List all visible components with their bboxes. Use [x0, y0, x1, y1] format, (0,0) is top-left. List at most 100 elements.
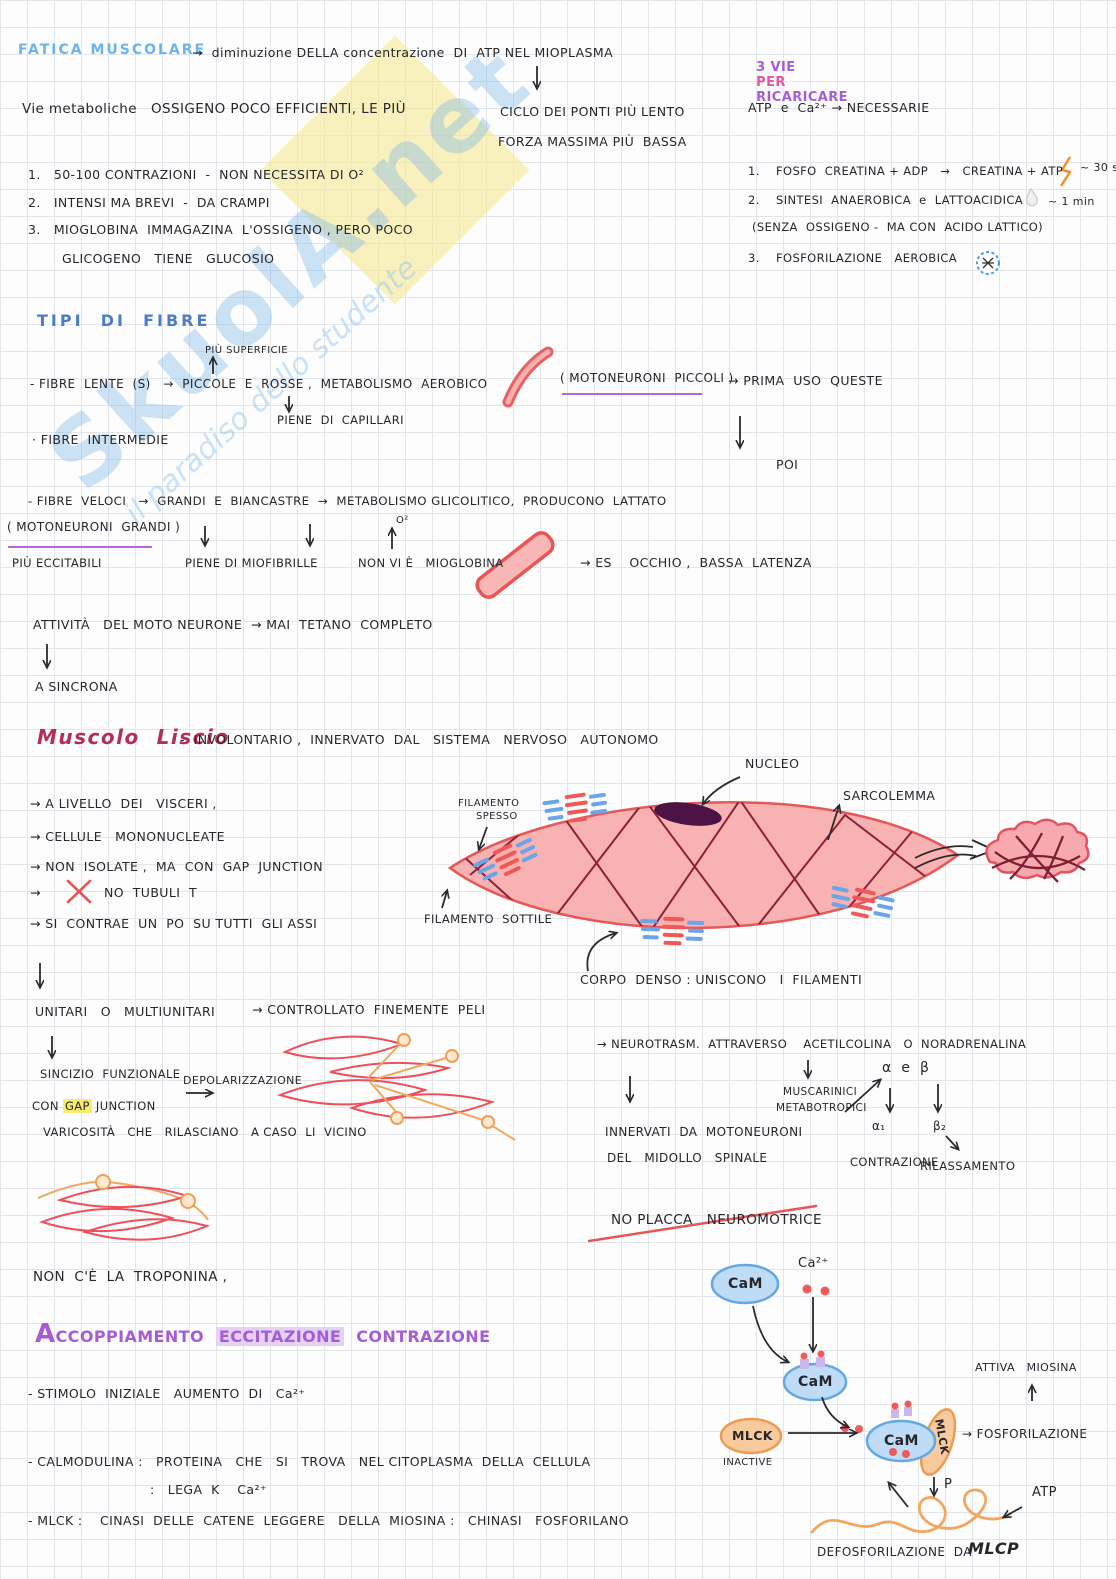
fibre-lente: - FIBRE LENTE (S) → PICCOLE E ROSSE , ME…	[30, 377, 488, 391]
mlck-vertical-label: MLCK	[932, 1417, 952, 1456]
nucleo-label: NUCLEO	[745, 756, 800, 771]
list-item: 1. 50-100 CONTRAZIONI - NON NECESSITA DI…	[28, 167, 364, 182]
liscio-bullet-arrow: →	[30, 885, 41, 900]
liscio-bullet: → SI CONTRAE UN PO SU TUTTI GLI ASSI	[30, 916, 318, 931]
poi: POI	[776, 457, 799, 472]
fibre-title: TIPI DI FIBRE	[37, 311, 211, 330]
es-occhio: → ES OCCHIO , BASSA LATENZA	[580, 555, 812, 570]
contraction-arrow-icon	[914, 839, 995, 869]
sun-icon	[976, 251, 1000, 275]
depolarizzazione: DEPOLARIZZAZIONE	[183, 1074, 303, 1087]
ca2-label: Ca²⁺	[798, 1256, 829, 1271]
unit-cells-drawing	[37, 1174, 211, 1241]
ricarica-item-2-note: (SENZA OSSIGENO - MA CON ACIDO LATTICO)	[752, 220, 1044, 234]
vie-metaboliche: Vie metaboliche OSSIGENO POCO EFFICIENTI…	[22, 101, 406, 117]
unitari-line: UNITARI O MULTIUNITARI	[35, 1004, 216, 1019]
stimolo-iniziale: - STIMOLO INIZIALE AUMENTO DI Ca²⁺	[28, 1386, 306, 1401]
forza-massima: FORZA MASSIMA PIÙ BASSA	[498, 134, 687, 149]
asincrona: A SINCRONA	[35, 679, 118, 694]
muscolo-liscio-title: Muscolo Liscio	[37, 725, 230, 749]
atp-ca-necessarie: ATP e Ca²⁺ → NECESSARIE	[748, 100, 930, 115]
calmodulina: - CALMODULINA : PROTEINA CHE SI TROVA NE…	[28, 1454, 591, 1469]
innervati: INNERVATI DA MOTONEURONI	[605, 1125, 803, 1139]
defosforilazione-label: DEFOSFORILAZIONE DA	[817, 1545, 972, 1559]
nucleus-drawing	[654, 802, 722, 826]
junction-label: JUNCTION	[91, 1099, 156, 1113]
ricarica-title-3vie: 3 VIE	[756, 59, 796, 75]
ricarica-item-1-time: ~ 30 s	[1080, 161, 1116, 174]
contrazione: CONTRAZIONE	[850, 1155, 939, 1169]
alfa1: α₁	[872, 1119, 886, 1133]
ricarica-title-ric: RICARICARE	[756, 89, 848, 105]
motoneuroni-piccoli: ( MOTONEURONI PICCOLI )	[560, 371, 734, 385]
attiva-miosina: ATTIVA MIOSINA	[975, 1361, 1077, 1374]
accoppiamento-title: ACCOPPIAMENTO ECCITAZIONE CONTRAZIONE	[35, 1319, 491, 1350]
red-x-icon	[66, 879, 92, 904]
sarcolemma-label: SARCOLEMMA	[843, 788, 936, 803]
cam-label-2: CaM	[798, 1374, 833, 1390]
cam-label-1: CaM	[728, 1276, 763, 1292]
controllato-finemente: → CONTROLLATO FINEMENTE PELI	[252, 1002, 486, 1017]
midollo-spinale: DEL MIDOLLO SPINALE	[607, 1151, 768, 1165]
rilassamento: RILASSAMENTO	[920, 1159, 1016, 1173]
liscio-bullet: → CELLULE MONONUCLEATE	[30, 829, 225, 844]
fibre-intermedie: · FIBRE INTERMEDIE	[32, 432, 169, 447]
varicosita: VARICOSITÀ CHE RILASCIANO A CASO LI VICI…	[43, 1125, 367, 1139]
small-fiber-drawing	[502, 346, 554, 408]
liscio-bullet: NO TUBULI T	[104, 885, 198, 900]
fosforilazione-label: → FOSFORILAZIONE	[962, 1427, 1088, 1441]
piu-superficie: PIÙ SUPERFICIE	[205, 345, 288, 356]
ciclo-ponti: CICLO DEI PONTI PIÙ LENTO	[500, 104, 685, 119]
cam-diagram-shapes	[710, 1263, 1012, 1534]
metabotropici: METABOTROPICI	[776, 1102, 867, 1114]
corpo-denso-label: CORPO DENSO : UNISCONO I FILAMENTI	[580, 972, 863, 987]
list-item: GLICOGENO TIENE GLUCOSIO	[62, 251, 275, 266]
no-placca: NO PLACCA NEUROMOTRICE	[611, 1212, 822, 1228]
no-mioglobina: NON VI È MIOGLOBINA	[358, 556, 504, 570]
filamento-spesso-label2: SPESSO	[476, 811, 518, 822]
cam-label-3: CaM	[884, 1433, 919, 1449]
liscio-bullet: → NON ISOLATE , MA CON GAP JUNCTION	[30, 859, 323, 874]
p-label: P	[944, 1477, 953, 1492]
muscarinici: MUSCARINICI	[783, 1086, 858, 1098]
fibre-veloci: - FIBRE VELOCI → GRANDI E BIANCASTRE → M…	[28, 494, 667, 508]
ricarica-item-2: 2. SINTESI ANAEROBICA e LATTOACIDICA	[748, 193, 1024, 207]
filamento-sottile-label: FILAMENTO SOTTILE	[424, 912, 553, 926]
contracted-cell-drawing	[985, 818, 1090, 883]
contrazione-word: CONTRAZIONE	[356, 1327, 491, 1346]
ricarica-item-1: 1. FOSFO CREATINA + ADP → CREATINA + ATP	[748, 164, 1064, 178]
ricarica-title-per: PER	[756, 74, 786, 90]
neurotrasmettitori-line: → NEUROTRASM. ATTRAVERSO ACETILCOLINA O …	[597, 1037, 1027, 1051]
attivita-motoneurone: ATTIVITÀ DEL MOTO NEURONE → MAI TETANO C…	[33, 617, 433, 632]
prima-uso-queste: → PRIMA USO QUESTE	[728, 373, 883, 388]
piene-miofibrille: PIENE DI MIOFIBRILLE	[185, 556, 318, 570]
beta2: β₂	[933, 1119, 947, 1133]
mlcp-label: MLCP	[968, 1539, 1020, 1558]
myosin-chain-drawing	[810, 1488, 1012, 1534]
fatica-title: FATICA MUSCOLARE	[18, 42, 207, 58]
mlck-def: - MLCK : CINASI DELLE CATENE LEGGERE DEL…	[28, 1513, 629, 1528]
drop-icon	[1025, 187, 1038, 207]
ricarica-item-2-time: ~ 1 min	[1048, 195, 1095, 208]
mlck-label: MLCK	[732, 1428, 773, 1443]
motoneuroni-grandi: ( MOTONEURONI GRANDI )	[7, 520, 181, 534]
con-gap-junction: CON GAP JUNCTION	[32, 1099, 156, 1113]
list-item: 2. INTENSI MA BREVI - DA CRAMPI	[28, 195, 270, 210]
alfa-e-beta: α e β	[882, 1060, 930, 1076]
inactive-label: INACTIVE	[723, 1457, 773, 1468]
eccitazione-word: ECCITAZIONE	[215, 1327, 345, 1346]
ricarica-item-3: 3. FOSFORILAZIONE AEROBICA	[748, 251, 958, 265]
con-label: CON	[32, 1099, 63, 1113]
piene-capillari: PIENE DI CAPILLARI	[277, 413, 404, 427]
gap-label: GAP	[62, 1099, 92, 1113]
filamento-spesso-label: FILAMENTO	[458, 798, 520, 809]
sincizio: SINCIZIO FUNZIONALE	[40, 1067, 181, 1081]
accoppiamento-word: ACCOPPIAMENTO	[35, 1319, 204, 1349]
liscio-bullet: → A LIVELLO DEI VISCERI ,	[30, 796, 217, 811]
piu-eccitabili: PIÙ ECCITABILI	[12, 556, 102, 570]
o2-label: O²	[396, 515, 409, 526]
lega-ca: : LEGA K Ca²⁺	[150, 1482, 267, 1497]
atp-label: ATP	[1032, 1485, 1057, 1500]
no-troponina: NON C'È LA TROPONINA ,	[33, 1269, 228, 1285]
